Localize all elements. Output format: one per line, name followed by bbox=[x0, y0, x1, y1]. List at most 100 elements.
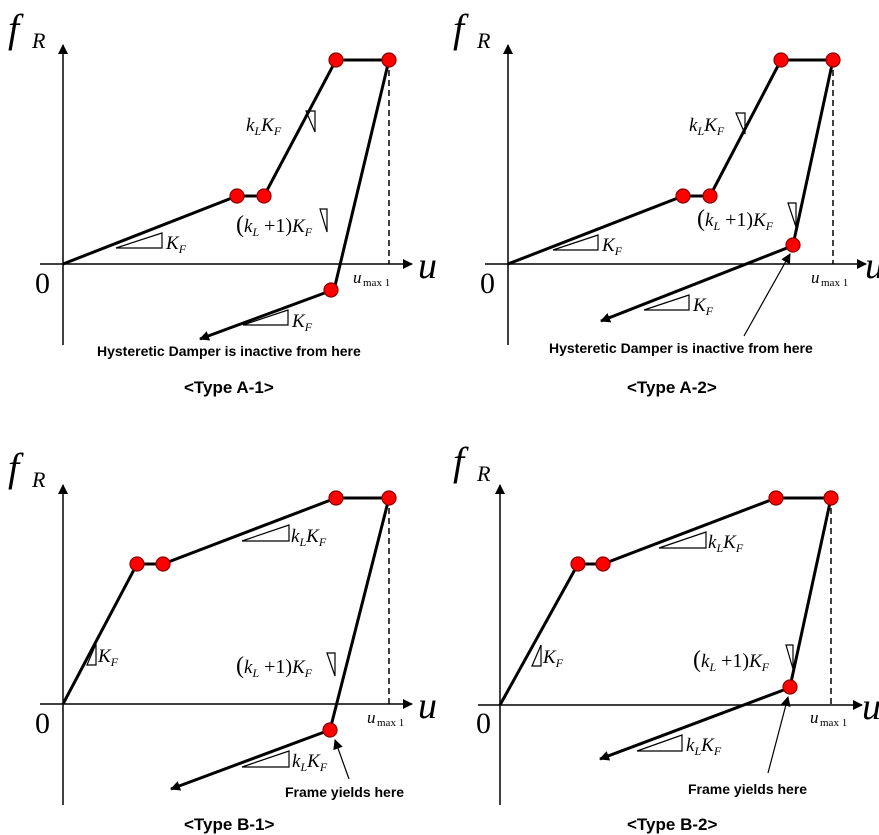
slope-triangle-kf bbox=[86, 643, 97, 666]
damper-note: Hysteretic Damper is inactive from here bbox=[549, 340, 813, 356]
slope-triangle-kf bbox=[552, 234, 599, 251]
panel-caption: <Type B-2> bbox=[627, 815, 717, 834]
umax-label-sub: max 1 bbox=[821, 277, 848, 289]
origin-label: 0 bbox=[35, 707, 50, 740]
klkf-unload-label: kLKF bbox=[292, 751, 328, 774]
panel-caption: <Type B-1> bbox=[184, 815, 274, 834]
y-axis-label: f bbox=[8, 6, 24, 51]
point-marker bbox=[323, 282, 339, 298]
damper-note: Hysteretic Damper is inactive from here bbox=[97, 343, 361, 359]
slope-triangle-klkf bbox=[658, 531, 707, 549]
note-pointer-arrow bbox=[767, 696, 791, 774]
origin-label: 0 bbox=[35, 267, 50, 300]
x-axis-label: u bbox=[418, 685, 437, 727]
slope-triangle-kf bbox=[115, 232, 163, 249]
kf-label: KF bbox=[97, 646, 119, 669]
slope-triangle-klkf-unload bbox=[636, 734, 683, 752]
point-marker bbox=[256, 188, 272, 204]
hysteresis-loading-path bbox=[498, 496, 833, 706]
umax-label: u bbox=[811, 268, 820, 287]
umax-label-sub: max 1 bbox=[820, 717, 847, 729]
panel-type-a2: f R u 0 u max 1 KF kLKF (kL +1)KF KF Hys… bbox=[453, 6, 879, 397]
unloading-path bbox=[199, 289, 331, 341]
hysteresis-loading-path bbox=[507, 58, 835, 266]
point-marker bbox=[823, 490, 839, 506]
point-marker bbox=[328, 52, 344, 68]
slope-triangle-klkf bbox=[241, 524, 290, 542]
unloading-path bbox=[600, 244, 793, 323]
point-marker bbox=[229, 188, 245, 204]
y-axis-label-sub: R bbox=[476, 28, 491, 53]
point-marker bbox=[768, 490, 784, 506]
point-marker bbox=[825, 52, 841, 68]
slope-triangle-klkf bbox=[735, 112, 746, 135]
x-axis-label: u bbox=[865, 245, 879, 287]
klkf-label: kLKF bbox=[689, 115, 725, 138]
slope-triangle-kl1-kf bbox=[319, 208, 328, 233]
unloading-path bbox=[599, 686, 790, 761]
hysteresis-loading-path bbox=[61, 496, 391, 731]
kl1-kf-label: (kL +1)KF bbox=[236, 212, 313, 239]
point-marker bbox=[702, 188, 718, 204]
slope-triangle-kl1-kf bbox=[785, 644, 794, 670]
klkf-label: kLKF bbox=[246, 115, 282, 138]
frame-yield-note: Frame yields here bbox=[285, 784, 404, 800]
klkf-unload-label: kLKF bbox=[686, 735, 722, 758]
point-marker bbox=[155, 556, 171, 572]
y-axis-label: f bbox=[453, 6, 469, 51]
note-pointer-arrow bbox=[333, 739, 350, 780]
x-axis-label: u bbox=[418, 245, 437, 287]
point-marker bbox=[785, 237, 801, 253]
umax-label: u bbox=[367, 708, 376, 727]
y-axis-label-sub: R bbox=[31, 28, 46, 53]
panel-type-a1: f R u 0 u max 1 KF kLKF (kL +1)KF KF Hys… bbox=[8, 6, 437, 397]
kl1-kf-label: (kL +1)KF bbox=[236, 653, 313, 680]
panel-caption: <Type A-2> bbox=[627, 378, 717, 397]
y-axis-label-sub: R bbox=[476, 461, 491, 486]
hysteresis-loading-path bbox=[62, 58, 391, 291]
kf-label: KF bbox=[601, 235, 623, 258]
kf-label: KF bbox=[542, 647, 564, 670]
klkf-label: kLKF bbox=[708, 532, 744, 555]
point-marker bbox=[328, 490, 344, 506]
origin-label: 0 bbox=[480, 267, 495, 300]
y-axis-label: f bbox=[8, 445, 24, 490]
frame-yield-note: Frame yields here bbox=[688, 781, 807, 797]
kf-unload-label: KF bbox=[291, 311, 313, 334]
kl1-kf-label: (kL +1)KF bbox=[693, 647, 770, 674]
point-marker bbox=[782, 679, 798, 695]
point-marker bbox=[570, 556, 586, 572]
umax-label-sub: max 1 bbox=[377, 717, 404, 729]
umax-label: u bbox=[810, 708, 819, 727]
point-marker bbox=[595, 556, 611, 572]
kl1-kf-label: (kL +1)KF bbox=[697, 206, 774, 233]
kf-unload-label: KF bbox=[692, 295, 714, 318]
slope-triangle-klkf bbox=[305, 110, 316, 133]
kf-label: KF bbox=[165, 233, 187, 256]
klkf-label: kLKF bbox=[291, 526, 327, 549]
umax-label-sub: max 1 bbox=[363, 277, 390, 289]
panel-type-b2: f R u 0 u max 1 KF kLKF (kL +1)KF kLKF F… bbox=[453, 439, 879, 834]
x-axis-label: u bbox=[862, 686, 879, 728]
point-marker bbox=[322, 722, 338, 738]
panel-caption: <Type A-1> bbox=[184, 378, 274, 397]
point-marker bbox=[675, 188, 691, 204]
slope-triangle-kl1-kf bbox=[326, 652, 336, 677]
y-axis-label-sub: R bbox=[31, 467, 46, 492]
umax-label: u bbox=[353, 268, 362, 287]
slope-triangle-kl1-kf bbox=[787, 202, 797, 228]
y-axis-label: f bbox=[453, 439, 469, 484]
point-marker bbox=[381, 52, 397, 68]
note-pointer-arrow bbox=[743, 253, 791, 337]
slope-triangle-klkf-unload bbox=[241, 750, 290, 768]
point-marker bbox=[381, 490, 397, 506]
point-marker bbox=[129, 556, 145, 572]
point-marker bbox=[773, 52, 789, 68]
panel-type-b1: f R u 0 u max 1 KF kLKF (kL +1)KF kLKF F… bbox=[8, 445, 437, 834]
unloading-path bbox=[170, 729, 328, 791]
slope-triangle-kf-unload bbox=[242, 309, 289, 326]
slope-triangle-kf bbox=[531, 644, 542, 667]
slope-triangle-kf-unload bbox=[643, 294, 690, 311]
origin-label: 0 bbox=[476, 707, 491, 740]
